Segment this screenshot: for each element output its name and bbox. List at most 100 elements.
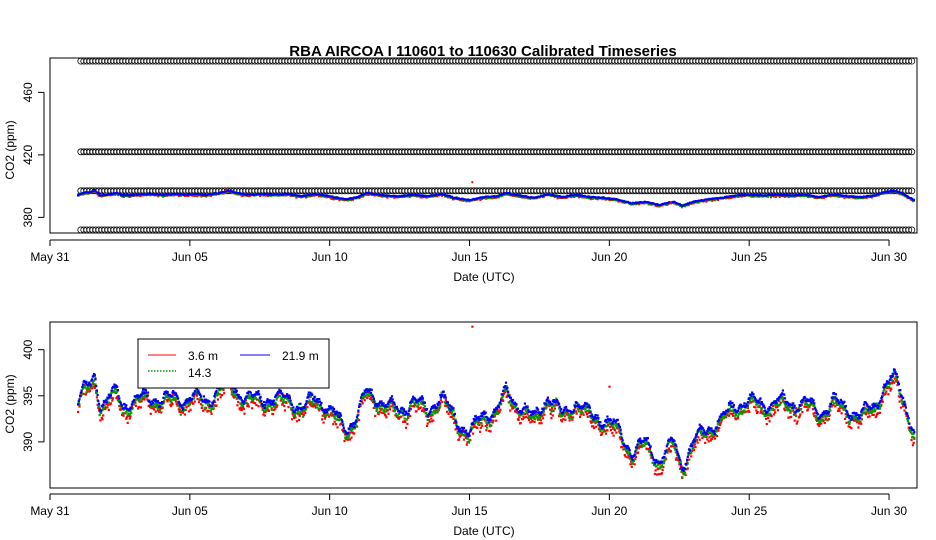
bottom-point (768, 420, 771, 423)
bottom-point (297, 418, 301, 422)
bottom-point (564, 418, 567, 421)
bottom-point (140, 400, 143, 403)
bottom-point (910, 439, 913, 442)
bottom-point (98, 414, 101, 417)
top-x-axis: May 31 Jun 05 Jun 10 Jun 15 Jun 20 Jun 25 Jun … (30, 239, 907, 264)
bottom-point (130, 412, 133, 415)
bottom-point (813, 411, 817, 414)
top-point (462, 199, 465, 202)
top-point (179, 194, 182, 197)
top-point (521, 196, 524, 199)
bottom-point (404, 426, 408, 429)
bottom-point (107, 408, 110, 411)
bottom-point (97, 404, 101, 407)
bottom-point (857, 426, 860, 429)
bottom-point (799, 413, 802, 416)
bottom-point (706, 438, 709, 441)
bottom-point (806, 408, 810, 411)
bottom-point (840, 412, 843, 415)
bottom-point (615, 431, 618, 434)
bottom-point (550, 417, 553, 420)
bottom-point (333, 420, 336, 423)
bottom-point (102, 414, 105, 417)
bottom-point (727, 414, 731, 417)
bottom-point (350, 436, 353, 439)
bottom-point (748, 410, 751, 413)
bottom-point (454, 428, 457, 431)
bottom-point (553, 407, 556, 410)
reference-point (905, 57, 913, 65)
reference-point (905, 187, 913, 195)
top-y-tick-label: 460 (21, 82, 35, 102)
bottom-point (426, 422, 429, 425)
bottom-point (563, 415, 566, 418)
reference-point (908, 226, 916, 234)
bottom-point (432, 419, 435, 422)
bottom-point (686, 467, 689, 470)
bottom-point (419, 406, 422, 409)
bottom-point (425, 424, 429, 427)
bottom-point (551, 414, 554, 417)
top-point (778, 196, 781, 199)
bottom-point (653, 472, 656, 476)
bottom-point (109, 402, 112, 405)
bottom-point (892, 381, 896, 384)
bottom-point (111, 397, 115, 400)
top-point (320, 195, 323, 198)
top-point (717, 199, 720, 202)
top-point (705, 200, 708, 203)
bottom-point (796, 420, 799, 423)
bottom-point (772, 413, 775, 416)
bottom-point (216, 398, 219, 401)
top-point (367, 194, 370, 196)
bottom-point (660, 472, 663, 475)
bottom-panel: May 31 Jun 05 Jun 10 Jun 15 Jun 20 Jun 25 Jun … (3, 321, 918, 538)
bottom-point (207, 409, 210, 412)
bottom-point (889, 389, 892, 392)
bottom-point (95, 391, 98, 394)
bottom-point (899, 406, 903, 409)
bottom-point (101, 418, 104, 421)
bottom-point (251, 407, 254, 410)
bottom-point (696, 441, 699, 444)
bottom-point (772, 404, 775, 407)
top-point (772, 195, 775, 198)
bottom-point (898, 400, 901, 403)
bottom-point (912, 441, 915, 444)
bottom-point (526, 413, 529, 416)
top-point (269, 194, 272, 197)
bottom-point (114, 387, 117, 390)
bottom-point (719, 422, 722, 425)
bottom-point (658, 473, 661, 476)
bottom-point (143, 398, 146, 401)
bottom-point (633, 463, 636, 466)
bottom-point (387, 412, 390, 415)
top-x-tick-label: Jun 25 (731, 250, 767, 264)
top-point (843, 196, 846, 199)
bottom-point (540, 422, 543, 425)
bottom-point (694, 446, 697, 449)
bottom-point (283, 409, 287, 412)
bottom-point (343, 439, 346, 443)
bottom-point (838, 409, 841, 413)
bottom-point (533, 420, 536, 423)
bottom-point (222, 388, 225, 392)
bottom-point (304, 411, 307, 414)
bottom-point (538, 422, 541, 425)
bottom-point (903, 409, 906, 412)
bottom-point (135, 404, 138, 407)
bottom-point (776, 409, 780, 412)
bottom-point (444, 398, 447, 402)
bottom-point (86, 390, 89, 393)
top-x-axis-label: Date (UTC) (453, 270, 514, 284)
bottom-point (255, 403, 258, 407)
bottom-point (388, 408, 391, 411)
bottom-point (465, 443, 468, 446)
bottom-point (568, 419, 571, 422)
bottom-point (441, 400, 444, 404)
bottom-point (113, 390, 116, 393)
bottom-point (451, 415, 454, 419)
bottom-point (385, 416, 388, 419)
bottom-point (332, 423, 335, 426)
bottom-point (196, 398, 199, 401)
